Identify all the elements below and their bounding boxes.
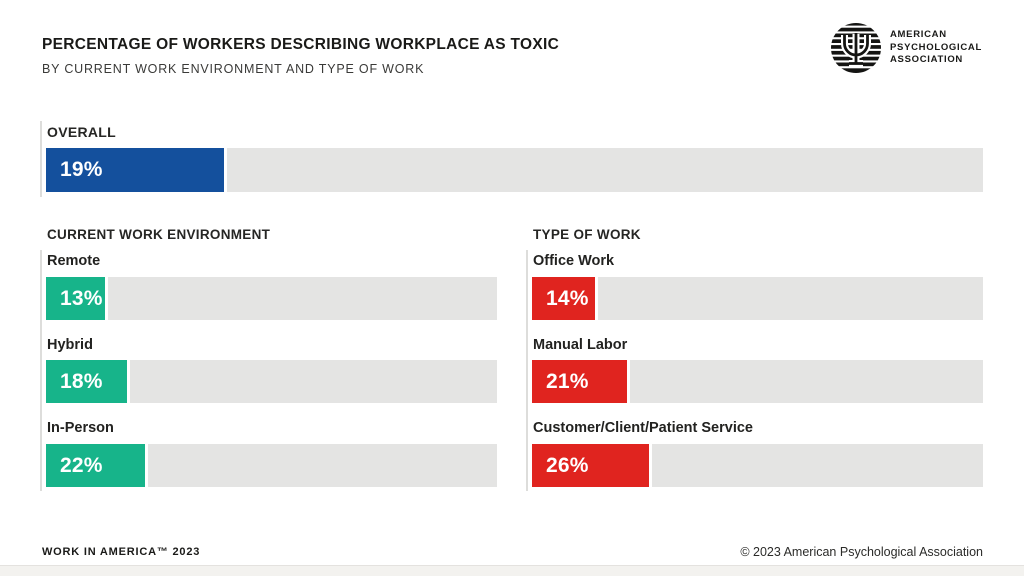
- hybrid-bar-fill: 18%: [46, 360, 128, 403]
- manual-labor-bar-fill: 21%: [532, 360, 627, 403]
- manual-labor-bar-track: 21%: [532, 360, 983, 403]
- bar-label-customer-service: Customer/Client/Patient Service: [533, 420, 753, 436]
- current-work-environment-header: CURRENT WORK ENVIRONMENT: [47, 227, 271, 242]
- logo-line-3: ASSOCIATION: [890, 54, 963, 66]
- logo-line-1: AMERICAN: [890, 29, 947, 41]
- customer-service-bar-fill: 26%: [532, 444, 650, 487]
- remote-bar-fill: 13%: [46, 277, 105, 320]
- logo-line-2: PSYCHOLOGICAL: [890, 41, 982, 53]
- customer-service-bar-track: 26%: [532, 444, 983, 487]
- bar-label-manual-labor: Manual Labor: [533, 337, 628, 353]
- hybrid-bar-value: 18%: [60, 369, 103, 393]
- chart-title: PERCENTAGE OF WORKERS DESCRIBING WORKPLA…: [42, 36, 560, 53]
- type-of-work-header: TYPE OF WORK: [533, 227, 641, 242]
- overall-bar-value: 19%: [60, 158, 103, 181]
- apa-psi-logo-icon: [831, 23, 881, 73]
- apa-logo-wordmark: AMERICAN PSYCHOLOGICAL ASSOCIATION: [890, 29, 982, 67]
- overall-bar-track: 19%: [46, 148, 983, 192]
- bar-label-in-person: In-Person: [47, 420, 114, 436]
- right-group-rule: [526, 250, 528, 491]
- bar-label-office-work: Office Work: [533, 253, 615, 269]
- report-name: WORK IN AMERICA™ 2023: [42, 546, 201, 558]
- office-work-bar-fill: 14%: [532, 277, 596, 320]
- chart-subtitle: BY CURRENT WORK ENVIRONMENT AND TYPE OF …: [42, 62, 425, 76]
- apa-logo: AMERICAN PSYCHOLOGICAL ASSOCIATION: [830, 22, 982, 74]
- bottom-band: [0, 565, 1024, 576]
- hybrid-bar-track: 18%: [46, 360, 497, 403]
- left-group-rule: [40, 250, 42, 491]
- bar-label-hybrid: Hybrid: [47, 337, 93, 353]
- customer-service-bar-value: 26%: [546, 453, 589, 477]
- copyright: © 2023 American Psychological Associatio…: [740, 545, 983, 559]
- office-work-bar-value: 14%: [546, 286, 589, 310]
- remote-bar-track: 13%: [46, 277, 497, 320]
- overall-bar-fill: 19%: [46, 148, 225, 192]
- bar-label-remote: Remote: [47, 253, 101, 269]
- in-person-bar-value: 22%: [60, 453, 103, 477]
- overall-label: OVERALL: [47, 124, 116, 140]
- in-person-bar-track: 22%: [46, 444, 497, 487]
- overall-group-rule: [40, 121, 42, 197]
- remote-bar-value: 13%: [60, 286, 103, 310]
- in-person-bar-fill: 22%: [46, 444, 146, 487]
- office-work-bar-track: 14%: [532, 277, 983, 320]
- manual-labor-bar-value: 21%: [546, 369, 589, 393]
